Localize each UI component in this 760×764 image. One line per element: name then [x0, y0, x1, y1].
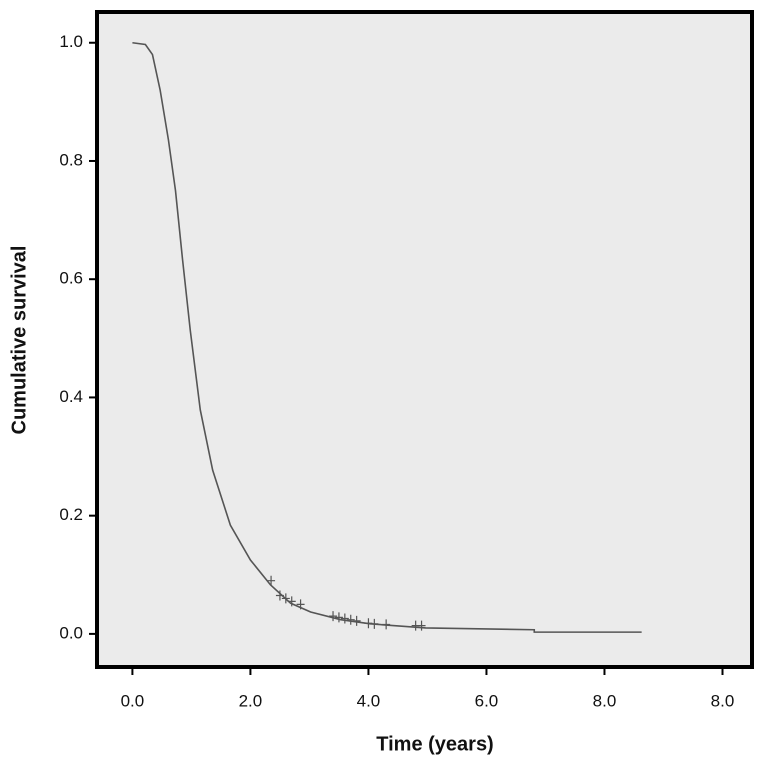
censor-mark — [267, 575, 276, 586]
censor-mark — [329, 611, 338, 622]
censor-mark — [334, 612, 343, 623]
censor-mark — [275, 590, 284, 601]
x-tick-label: 8.0 — [711, 691, 735, 710]
x-tick-label: 6.0 — [475, 691, 499, 710]
censor-mark — [340, 613, 349, 624]
x-tick-label: 0.0 — [121, 691, 145, 710]
censor-mark — [287, 596, 296, 607]
x-tick-label: 2.0 — [239, 691, 263, 710]
y-tick-label: 0.6 — [59, 269, 83, 288]
censor-mark — [352, 615, 361, 626]
y-tick-label: 0.2 — [59, 505, 83, 524]
y-tick-label: 0.8 — [59, 150, 83, 169]
x-tick-label: 8.0 — [593, 691, 617, 710]
survival-curve — [132, 41, 642, 633]
y-tick-label: 1.0 — [59, 32, 83, 51]
censor-mark — [281, 593, 290, 604]
x-axis-title: Time (years) — [376, 733, 493, 755]
censor-mark — [382, 619, 391, 630]
censor-mark — [296, 599, 305, 610]
censor-mark — [370, 618, 379, 629]
x-tick-label: 4.0 — [357, 691, 381, 710]
censor-mark — [346, 614, 355, 625]
plot-area — [95, 10, 754, 669]
censor-mark — [417, 620, 426, 631]
y-axis-title: Cumulative survival — [8, 246, 30, 435]
y-tick-label: 0.4 — [59, 387, 83, 406]
y-tick-label: 0.0 — [59, 623, 83, 642]
